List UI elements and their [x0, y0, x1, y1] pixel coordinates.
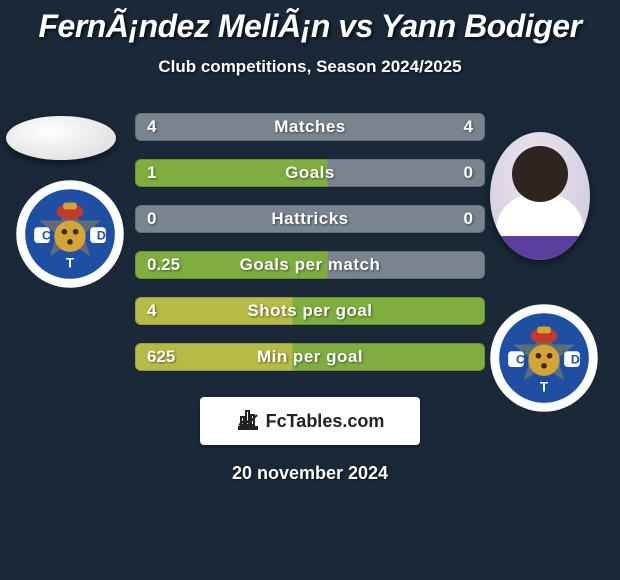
svg-text:T: T [540, 380, 549, 395]
stat-label: Goals [135, 163, 485, 183]
stats-block: 4 Matches 4 1 Goals 0 0 Hattricks 0 0.25… [135, 113, 485, 371]
stat-label: Matches [135, 117, 485, 137]
svg-text:C: C [42, 229, 51, 243]
fctables-label: FcTables.com [266, 411, 385, 432]
stat-left-value: 1 [147, 163, 156, 183]
stat-left-value: 625 [147, 347, 175, 367]
stat-left-value: 4 [147, 117, 156, 137]
stat-row: 0.25 Goals per match [135, 251, 485, 279]
player1-portrait [6, 116, 116, 160]
stat-label: Goals per match [135, 255, 485, 275]
svg-text:D: D [571, 353, 580, 367]
player1-club-badge: C D T [14, 178, 126, 290]
fctables-watermark: FcTables.com [200, 397, 420, 445]
stat-left-value: 0 [147, 209, 156, 229]
stat-row: 625 Min per goal [135, 343, 485, 371]
chart-icon [236, 407, 260, 436]
date-label: 20 november 2024 [0, 463, 620, 484]
subtitle: Club competitions, Season 2024/2025 [0, 57, 620, 77]
stat-row: 0 Hattricks 0 [135, 205, 485, 233]
stat-row: 1 Goals 0 [135, 159, 485, 187]
stat-right-value: 0 [464, 209, 473, 229]
stat-left-value: 4 [147, 301, 156, 321]
player2-portrait [490, 132, 590, 260]
stat-right-value: 0 [464, 163, 473, 183]
stat-left-value: 0.25 [147, 255, 180, 275]
page-title: FernÃ¡ndez MeliÃ¡n vs Yann Bodiger [0, 0, 620, 45]
stat-row: 4 Matches 4 [135, 113, 485, 141]
player2-club-badge: C D T [488, 302, 600, 414]
svg-text:T: T [66, 256, 75, 271]
stat-row: 4 Shots per goal [135, 297, 485, 325]
stat-label: Min per goal [135, 347, 485, 367]
svg-text:C: C [516, 353, 525, 367]
stat-label: Hattricks [135, 209, 485, 229]
svg-text:D: D [97, 229, 106, 243]
stat-label: Shots per goal [135, 301, 485, 321]
stat-right-value: 4 [464, 117, 473, 137]
